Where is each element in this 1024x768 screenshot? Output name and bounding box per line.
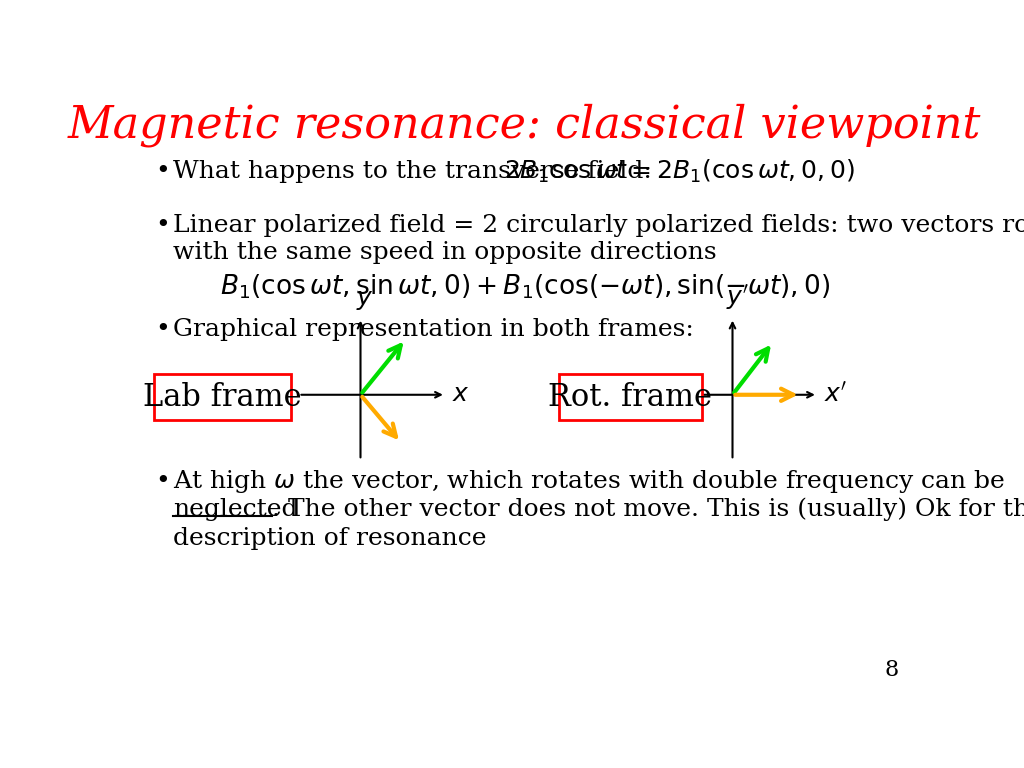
Text: neglected: neglected — [173, 498, 297, 521]
Text: At high $\omega$ the vector, which rotates with double frequency can be: At high $\omega$ the vector, which rotat… — [173, 468, 1005, 495]
Text: $x$: $x$ — [452, 383, 470, 406]
Text: Magnetic resonance: classical viewpoint: Magnetic resonance: classical viewpoint — [69, 104, 981, 147]
Text: Linear polarized field = 2 circularly polarized fields: two vectors rotating: Linear polarized field = 2 circularly po… — [173, 214, 1024, 237]
Text: with the same speed in opposite directions: with the same speed in opposite directio… — [173, 241, 717, 264]
Text: •: • — [155, 470, 170, 493]
Text: 8: 8 — [885, 659, 899, 680]
Text: $2B_1\cos\omega t = 2B_1(\cos\omega t, 0, 0)$: $2B_1\cos\omega t = 2B_1(\cos\omega t, 0… — [504, 158, 855, 185]
Text: $x'$: $x'$ — [824, 382, 847, 407]
Text: What happens to the transverse field:: What happens to the transverse field: — [173, 160, 652, 183]
Text: •: • — [155, 214, 170, 237]
Text: •: • — [155, 160, 170, 183]
Text: $B_1(\cos\omega t,\sin\omega t,0)+B_1(\cos(-\omega t),\sin(-\omega t),0)$: $B_1(\cos\omega t,\sin\omega t,0)+B_1(\c… — [220, 273, 829, 301]
Text: $y'$: $y'$ — [726, 283, 749, 312]
Bar — [155, 374, 291, 420]
Text: •: • — [155, 318, 170, 341]
Bar — [559, 374, 701, 420]
Text: Graphical representation in both frames:: Graphical representation in both frames: — [173, 318, 694, 341]
Text: . The other vector does not move. This is (usually) Ok for the: . The other vector does not move. This i… — [272, 498, 1024, 521]
Text: description of resonance: description of resonance — [173, 528, 486, 550]
Text: Rot. frame: Rot. frame — [548, 382, 713, 412]
Text: $y$: $y$ — [356, 289, 374, 312]
Text: Lab frame: Lab frame — [143, 382, 302, 412]
